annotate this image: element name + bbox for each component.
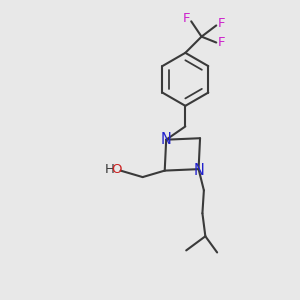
Text: F: F	[183, 12, 190, 25]
Text: F: F	[218, 36, 225, 49]
Text: O: O	[111, 163, 122, 176]
Text: N: N	[161, 132, 172, 147]
Text: H: H	[104, 163, 114, 176]
Text: N: N	[193, 163, 204, 178]
Text: F: F	[218, 16, 225, 30]
